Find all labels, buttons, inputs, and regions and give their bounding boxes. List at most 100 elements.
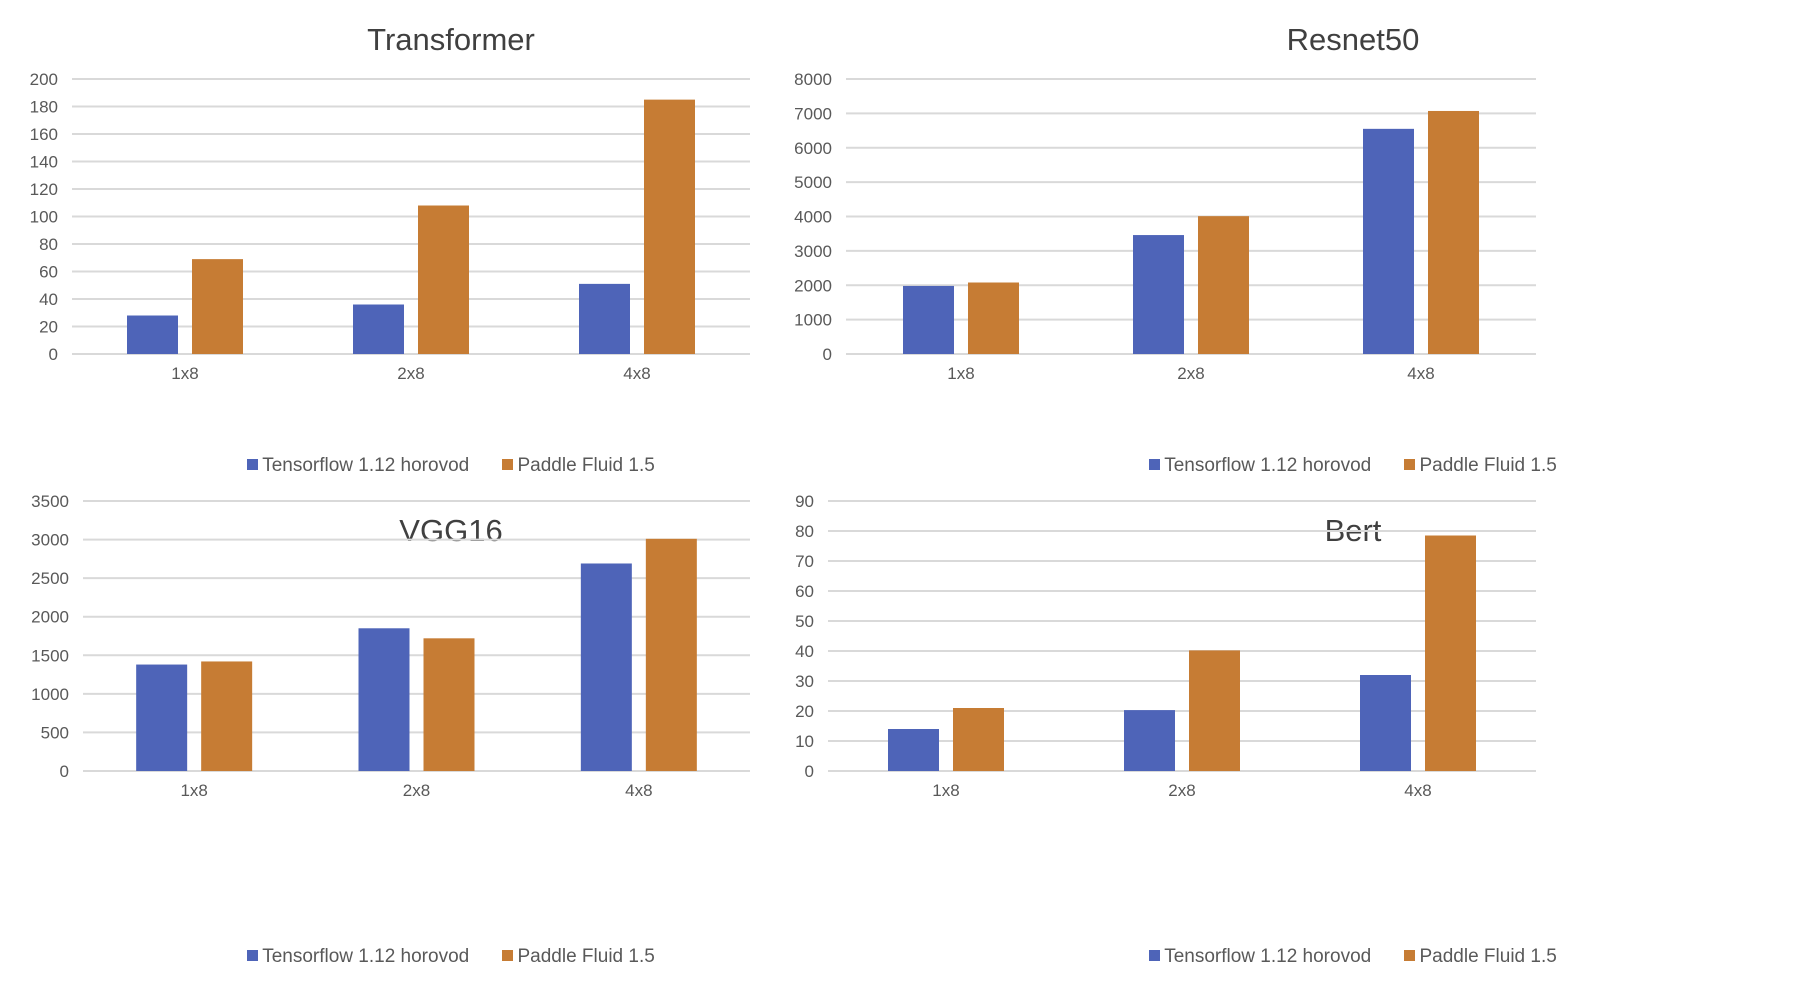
legend-label-series-2: Paddle Fluid 1.5 xyxy=(1419,946,1557,967)
y-tick-label: 0 xyxy=(60,762,69,781)
legend-item-series-1: Tensorflow 1.12 horovod xyxy=(247,946,469,968)
y-tick-label: 10 xyxy=(795,732,814,751)
legend-swatch-series-2 xyxy=(502,459,514,470)
legend-swatch-series-2 xyxy=(1404,950,1416,961)
bar-series-1-1x8 xyxy=(136,664,188,771)
y-tick-label: 80 xyxy=(39,235,58,254)
legend-item-series-1: Tensorflow 1.12 horovod xyxy=(1149,455,1371,477)
x-tick-label: 2x8 xyxy=(403,781,430,800)
legend-item-series-2: Paddle Fluid 1.5 xyxy=(1404,946,1557,968)
bar-series-1-1x8 xyxy=(127,315,178,354)
y-tick-label: 160 xyxy=(30,125,58,144)
y-tick-label: 500 xyxy=(41,723,69,742)
legend-item-series-1: Tensorflow 1.12 horovod xyxy=(247,455,469,477)
legend-label-series-1: Tensorflow 1.12 horovod xyxy=(1164,946,1372,967)
y-tick-label: 30 xyxy=(795,672,814,691)
legend-label-series-2: Paddle Fluid 1.5 xyxy=(1419,455,1557,476)
legend-swatch-series-2 xyxy=(502,950,514,961)
x-tick-label: 1x8 xyxy=(171,364,198,383)
y-tick-label: 2000 xyxy=(794,276,832,295)
legend-swatch-series-1 xyxy=(1149,459,1161,470)
y-tick-label: 60 xyxy=(39,263,58,282)
y-tick-label: 200 xyxy=(30,70,58,89)
y-tick-label: 6000 xyxy=(794,139,832,158)
legend-label-series-2: Paddle Fluid 1.5 xyxy=(517,455,655,476)
bar-series-2-4x8 xyxy=(1428,110,1479,354)
bar-series-2-2x8 xyxy=(418,205,469,354)
y-tick-label: 40 xyxy=(39,290,58,309)
chart-legend: Tensorflow 1.12 horovod Paddle Fluid 1.5 xyxy=(0,946,902,968)
y-tick-label: 4000 xyxy=(794,208,832,227)
y-tick-label: 3500 xyxy=(31,492,69,511)
x-tick-label: 4x8 xyxy=(1404,781,1431,800)
bar-series-2-1x8 xyxy=(953,708,1004,771)
y-tick-label: 40 xyxy=(795,642,814,661)
y-tick-label: 2500 xyxy=(31,569,69,588)
x-tick-label: 2x8 xyxy=(1168,781,1195,800)
bar-series-1-4x8 xyxy=(1363,128,1414,354)
x-tick-label: 2x8 xyxy=(397,364,424,383)
y-tick-label: 80 xyxy=(795,522,814,541)
y-tick-label: 120 xyxy=(30,180,58,199)
bar-series-1-2x8 xyxy=(358,628,410,771)
y-tick-label: 0 xyxy=(805,762,814,781)
y-tick-label: 60 xyxy=(795,582,814,601)
y-tick-label: 0 xyxy=(823,345,832,364)
bar-series-2-2x8 xyxy=(1189,650,1240,771)
legend-label-series-2: Paddle Fluid 1.5 xyxy=(517,946,655,967)
legend-label-series-1: Tensorflow 1.12 horovod xyxy=(1164,455,1372,476)
bar-series-1-1x8 xyxy=(888,729,939,771)
legend-swatch-series-1 xyxy=(1149,950,1161,961)
legend-item-series-1: Tensorflow 1.12 horovod xyxy=(1149,946,1371,968)
x-tick-label: 4x8 xyxy=(1407,364,1434,383)
chart-title: VGG16 xyxy=(399,513,503,548)
y-tick-label: 90 xyxy=(795,492,814,511)
chart-panel-bert: Bert 0 10 20 30 40 50 60 70 80 90 1x8 2x8 4x8 Tensor… xyxy=(795,491,1804,982)
bar-series-2-4x8 xyxy=(645,538,697,771)
chart-panel-vgg16: VGG16 0 500 1000 1500 2000 2500 3000 3500 1x8 2x8… xyxy=(0,491,902,982)
chart-legend: Tensorflow 1.12 horovod Paddle Fluid 1.5 xyxy=(902,946,1804,968)
y-tick-label: 7000 xyxy=(794,104,832,123)
y-tick-label: 5000 xyxy=(794,173,832,192)
bar-series-1-4x8 xyxy=(1360,675,1411,771)
bar-series-2-4x8 xyxy=(1425,535,1476,771)
x-tick-label: 4x8 xyxy=(623,364,650,383)
chart-title: Resnet50 xyxy=(1286,22,1420,57)
bar-series-2-4x8 xyxy=(644,99,695,354)
bar-series-2-2x8 xyxy=(1198,216,1249,354)
chart-legend: Tensorflow 1.12 horovod Paddle Fluid 1.5 xyxy=(902,455,1804,477)
bar-series-2-2x8 xyxy=(423,638,475,771)
x-tick-label: 2x8 xyxy=(1177,364,1204,383)
x-tick-label: 1x8 xyxy=(932,781,959,800)
legend-swatch-series-2 xyxy=(1404,459,1416,470)
y-tick-label: 2000 xyxy=(31,608,69,627)
chart-plot-transformer: 0 20 40 60 80 100 120 140 160 180 200 1x8 2x8 4x8 xyxy=(30,70,750,383)
chart-legend: Tensorflow 1.12 horovod Paddle Fluid 1.5 xyxy=(0,455,902,477)
chart-plot-resnet50: 0 1000 2000 3000 4000 5000 6000 7000 8000 1x8 2x8 4… xyxy=(794,70,1536,383)
chart-title: Transformer xyxy=(367,22,535,57)
bar-series-1-1x8 xyxy=(903,285,954,354)
y-tick-label: 1500 xyxy=(31,646,69,665)
legend-swatch-series-1 xyxy=(247,950,259,961)
y-tick-label: 20 xyxy=(39,318,58,337)
y-tick-label: 1000 xyxy=(31,685,69,704)
bar-series-2-1x8 xyxy=(968,282,1019,354)
y-tick-label: 3000 xyxy=(794,242,832,261)
chart-panel-resnet50: Resnet50 0 1000 2000 3000 4000 5000 6000 7000 80… xyxy=(794,0,1804,491)
bar-series-1-2x8 xyxy=(1124,710,1175,771)
legend-item-series-2: Paddle Fluid 1.5 xyxy=(502,946,655,968)
y-tick-label: 140 xyxy=(30,153,58,172)
y-tick-label: 1000 xyxy=(794,311,832,330)
x-tick-label: 1x8 xyxy=(180,781,207,800)
legend-swatch-series-1 xyxy=(247,459,259,470)
y-tick-label: 100 xyxy=(30,208,58,227)
legend-item-series-2: Paddle Fluid 1.5 xyxy=(1404,455,1557,477)
y-tick-label: 20 xyxy=(795,702,814,721)
y-tick-label: 3000 xyxy=(31,531,69,550)
chart-plot-bert: 0 10 20 30 40 50 60 70 80 90 1x8 2x8 4x8 xyxy=(795,492,1536,800)
y-tick-label: 0 xyxy=(49,345,58,364)
x-tick-label: 4x8 xyxy=(625,781,652,800)
bar-series-2-1x8 xyxy=(201,661,253,771)
chart-plot-vgg16: 0 500 1000 1500 2000 2500 3000 3500 1x8 2x8 4x8 xyxy=(31,492,750,800)
